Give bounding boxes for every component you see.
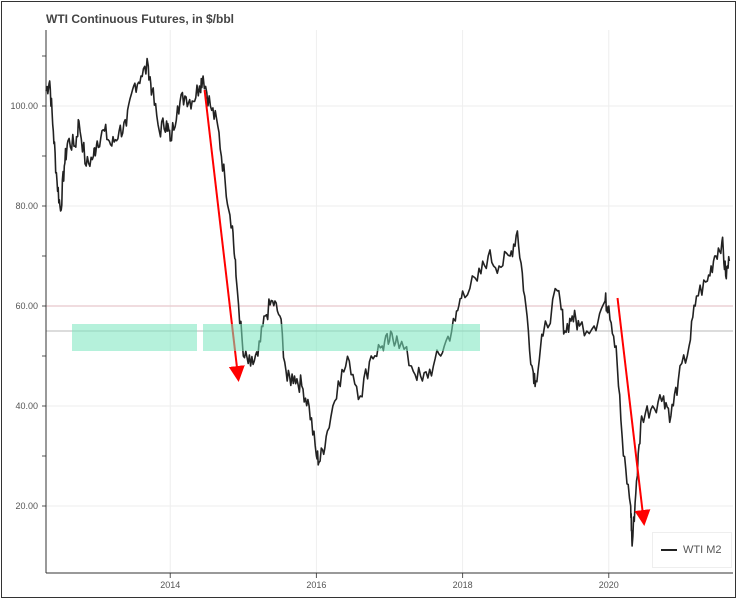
legend-label: WTI M2 — [683, 544, 722, 556]
legend-swatch — [661, 549, 677, 551]
red-arrow-annotation — [616, 297, 651, 526]
y-tick-label: 100.00 — [10, 101, 38, 111]
x-tick-label: 2018 — [453, 580, 473, 590]
series-line-wti-m2 — [45, 57, 731, 547]
y-tick-label: 40.00 — [15, 401, 38, 411]
x-tick-label: 2020 — [599, 580, 619, 590]
chart-title: WTI Continuous Futures, in $/bbl — [46, 12, 234, 26]
y-tick-label: 60.00 — [15, 301, 38, 311]
watermark-logo-long — [203, 324, 480, 351]
x-tick-label: 2016 — [306, 580, 326, 590]
legend[interactable]: WTI M2 — [652, 532, 732, 568]
y-tick-label: 20.00 — [15, 501, 38, 511]
watermark-logo-short — [72, 324, 197, 351]
x-tick-label: 2014 — [160, 580, 180, 590]
y-tick-label: 80.00 — [15, 201, 38, 211]
